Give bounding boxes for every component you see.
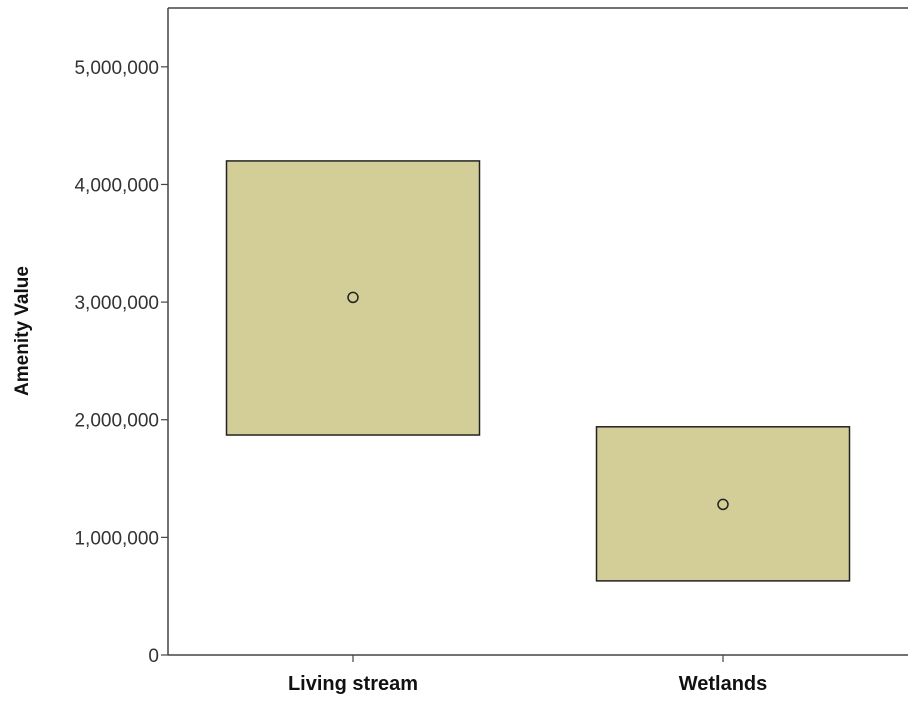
y-tick-label: 3,000,000	[74, 293, 159, 314]
plot-frame	[167, 7, 908, 656]
y-tick-label: 1,000,000	[74, 528, 159, 549]
y-tick-label: 5,000,000	[74, 58, 159, 79]
x-tick-label: Living stream	[288, 673, 418, 695]
y-tick-label: 0	[148, 646, 159, 667]
x-tick-label: Wetlands	[679, 673, 768, 695]
y-axis: 0 1,000,000 2,000,000 3,000,000 4,000,000 5,0…	[74, 58, 168, 667]
x-axis: Living stream Wetlands	[288, 655, 767, 695]
center-marker-living-stream	[347, 291, 359, 304]
y-tick-label: 4,000,000	[74, 175, 159, 196]
y-axis-title: Amenity Value	[12, 266, 33, 396]
center-marker-wetlands	[717, 498, 729, 511]
y-tick-label: 2,000,000	[74, 411, 159, 432]
box-series	[225, 160, 851, 582]
